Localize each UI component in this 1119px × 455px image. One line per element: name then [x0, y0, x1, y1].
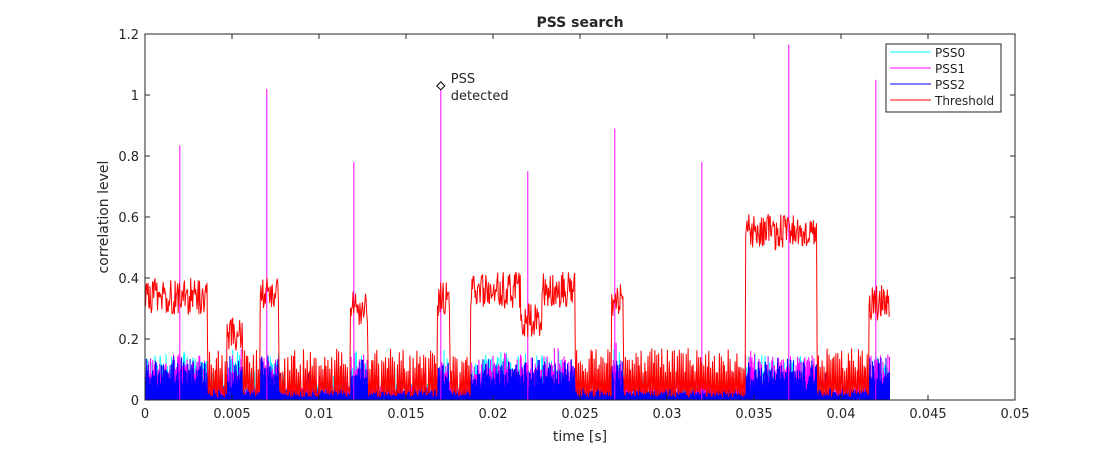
annotation-line2: detected [451, 89, 509, 104]
plot-area [144, 44, 890, 401]
y-tick-label: 0.4 [118, 272, 139, 287]
annotation-line1: PSS [451, 72, 475, 87]
detection-marker [436, 81, 446, 91]
x-tick-label: 0 [141, 407, 149, 422]
y-tick-label: 1 [131, 89, 139, 104]
pss-detected-annotation: PSS detected [436, 72, 509, 104]
axes-box [144, 33, 1016, 401]
x-tick-label: 0.02 [479, 407, 508, 422]
x-tick-label: 0.045 [909, 407, 946, 422]
y-axis-label: correlation level [96, 161, 112, 274]
x-tick-label: 0.03 [653, 407, 682, 422]
legend-label-threshold: Threshold [934, 94, 994, 108]
x-tick-label: 0.025 [561, 407, 598, 422]
chart-title: PSS search [536, 15, 623, 31]
x-tick-label: 0.035 [735, 407, 772, 422]
x-tick-label: 0.015 [387, 407, 424, 422]
x-tick-label: 0.05 [1001, 407, 1030, 422]
legend-box [885, 43, 1002, 113]
x-tick-label: 0.04 [827, 407, 856, 422]
legend-label-pss1: PSS1 [935, 62, 965, 76]
x-tick-label: 0.005 [213, 407, 250, 422]
y-tick-label: 0.6 [118, 211, 139, 226]
y-tick-label: 0 [131, 394, 139, 409]
legend-label-pss2: PSS2 [935, 78, 965, 92]
y-tick-label: 0.2 [118, 333, 139, 348]
x-tick-label: 0.01 [305, 407, 334, 422]
x-axis-label: time [s] [553, 429, 607, 445]
y-tick-label: 0.8 [118, 150, 139, 165]
series-threshold [144, 213, 890, 399]
legend: PSS0 PSS1 PSS2 Threshold [885, 43, 1002, 113]
y-tick-label: 1.2 [118, 28, 139, 43]
series-pss2 [144, 355, 890, 401]
legend-label-pss0: PSS0 [935, 46, 965, 60]
